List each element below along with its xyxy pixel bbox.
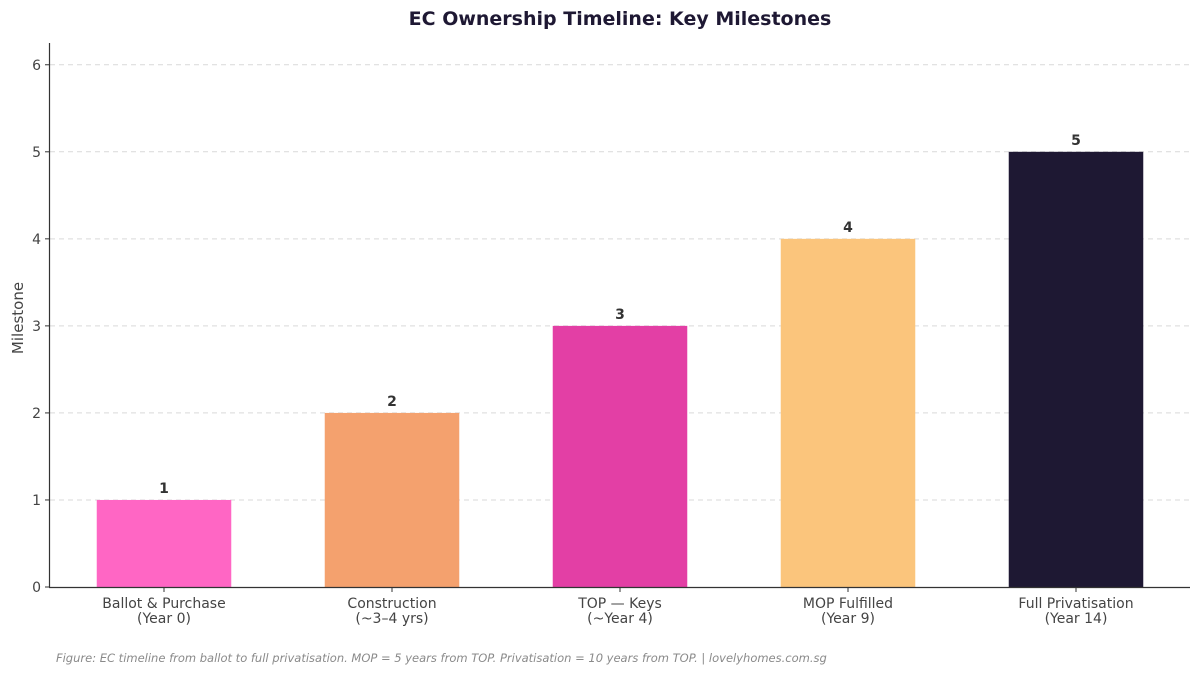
y-tick-label: 2 bbox=[32, 406, 41, 422]
x-tick-label: MOP Fulfilled bbox=[803, 596, 893, 612]
y-tick-label: 4 bbox=[32, 232, 41, 248]
bar-value-label: 2 bbox=[387, 394, 397, 410]
x-tick-label: TOP — Keys bbox=[577, 596, 662, 612]
x-tick-label: Full Privatisation bbox=[1018, 596, 1133, 612]
x-tick-label: (~Year 4) bbox=[587, 611, 653, 627]
bar bbox=[552, 325, 688, 587]
y-tick-label: 0 bbox=[32, 580, 41, 596]
bar bbox=[324, 412, 460, 587]
x-axis-ticks: Ballot & Purchase(Year 0) Construction(~3… bbox=[102, 587, 1134, 627]
y-axis-ticks: 0 1 2 3 4 5 6 bbox=[32, 58, 50, 596]
y-tick-label: 1 bbox=[32, 493, 41, 509]
bar-value-label: 1 bbox=[159, 481, 169, 497]
y-tick-label: 3 bbox=[32, 319, 41, 335]
bar bbox=[780, 238, 916, 587]
y-tick-label: 5 bbox=[32, 145, 41, 161]
y-axis-label: Milestone bbox=[9, 282, 27, 354]
data-labels: 1 2 3 4 5 bbox=[159, 133, 1081, 497]
x-tick-label: Ballot & Purchase bbox=[102, 596, 225, 612]
bar-value-label: 3 bbox=[615, 307, 625, 323]
figure-caption: Figure: EC timeline from ballot to full … bbox=[56, 651, 827, 665]
bar-value-label: 4 bbox=[843, 220, 853, 236]
x-tick-label: Construction bbox=[347, 596, 436, 612]
x-tick-label: (Year 14) bbox=[1045, 611, 1108, 627]
y-tick-label: 6 bbox=[32, 58, 41, 74]
x-tick-label: (Year 9) bbox=[821, 611, 875, 627]
bar bbox=[1008, 151, 1144, 588]
bar-value-label: 5 bbox=[1071, 133, 1081, 149]
x-tick-label: (~3–4 yrs) bbox=[355, 611, 428, 627]
chart-title: EC Ownership Timeline: Key Milestones bbox=[409, 8, 832, 30]
bar bbox=[96, 499, 232, 587]
bars bbox=[96, 151, 1144, 588]
x-tick-label: (Year 0) bbox=[137, 611, 191, 627]
